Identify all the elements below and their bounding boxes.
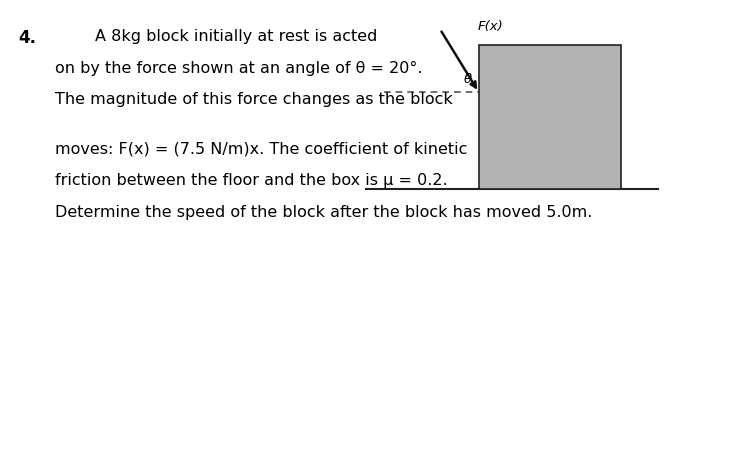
- Text: friction between the floor and the box is μ = 0.2.: friction between the floor and the box i…: [55, 173, 447, 188]
- Text: A 8kg block initially at rest is acted: A 8kg block initially at rest is acted: [95, 29, 377, 44]
- Text: on by the force shown at an angle of θ = 20°.: on by the force shown at an angle of θ =…: [55, 61, 423, 76]
- Text: θ: θ: [464, 73, 472, 86]
- Text: 4.: 4.: [18, 29, 37, 47]
- Text: The magnitude of this force changes as the block: The magnitude of this force changes as t…: [55, 92, 452, 107]
- FancyArrowPatch shape: [442, 32, 476, 87]
- Text: Determine the speed of the block after the block has moved 5.0m.: Determine the speed of the block after t…: [55, 205, 592, 220]
- Text: F(x): F(x): [477, 20, 503, 33]
- Text: moves: F(x) = (7.5 N/m)x. The coefficient of kinetic: moves: F(x) = (7.5 N/m)x. The coefficien…: [55, 142, 467, 157]
- Bar: [479, 45, 621, 189]
